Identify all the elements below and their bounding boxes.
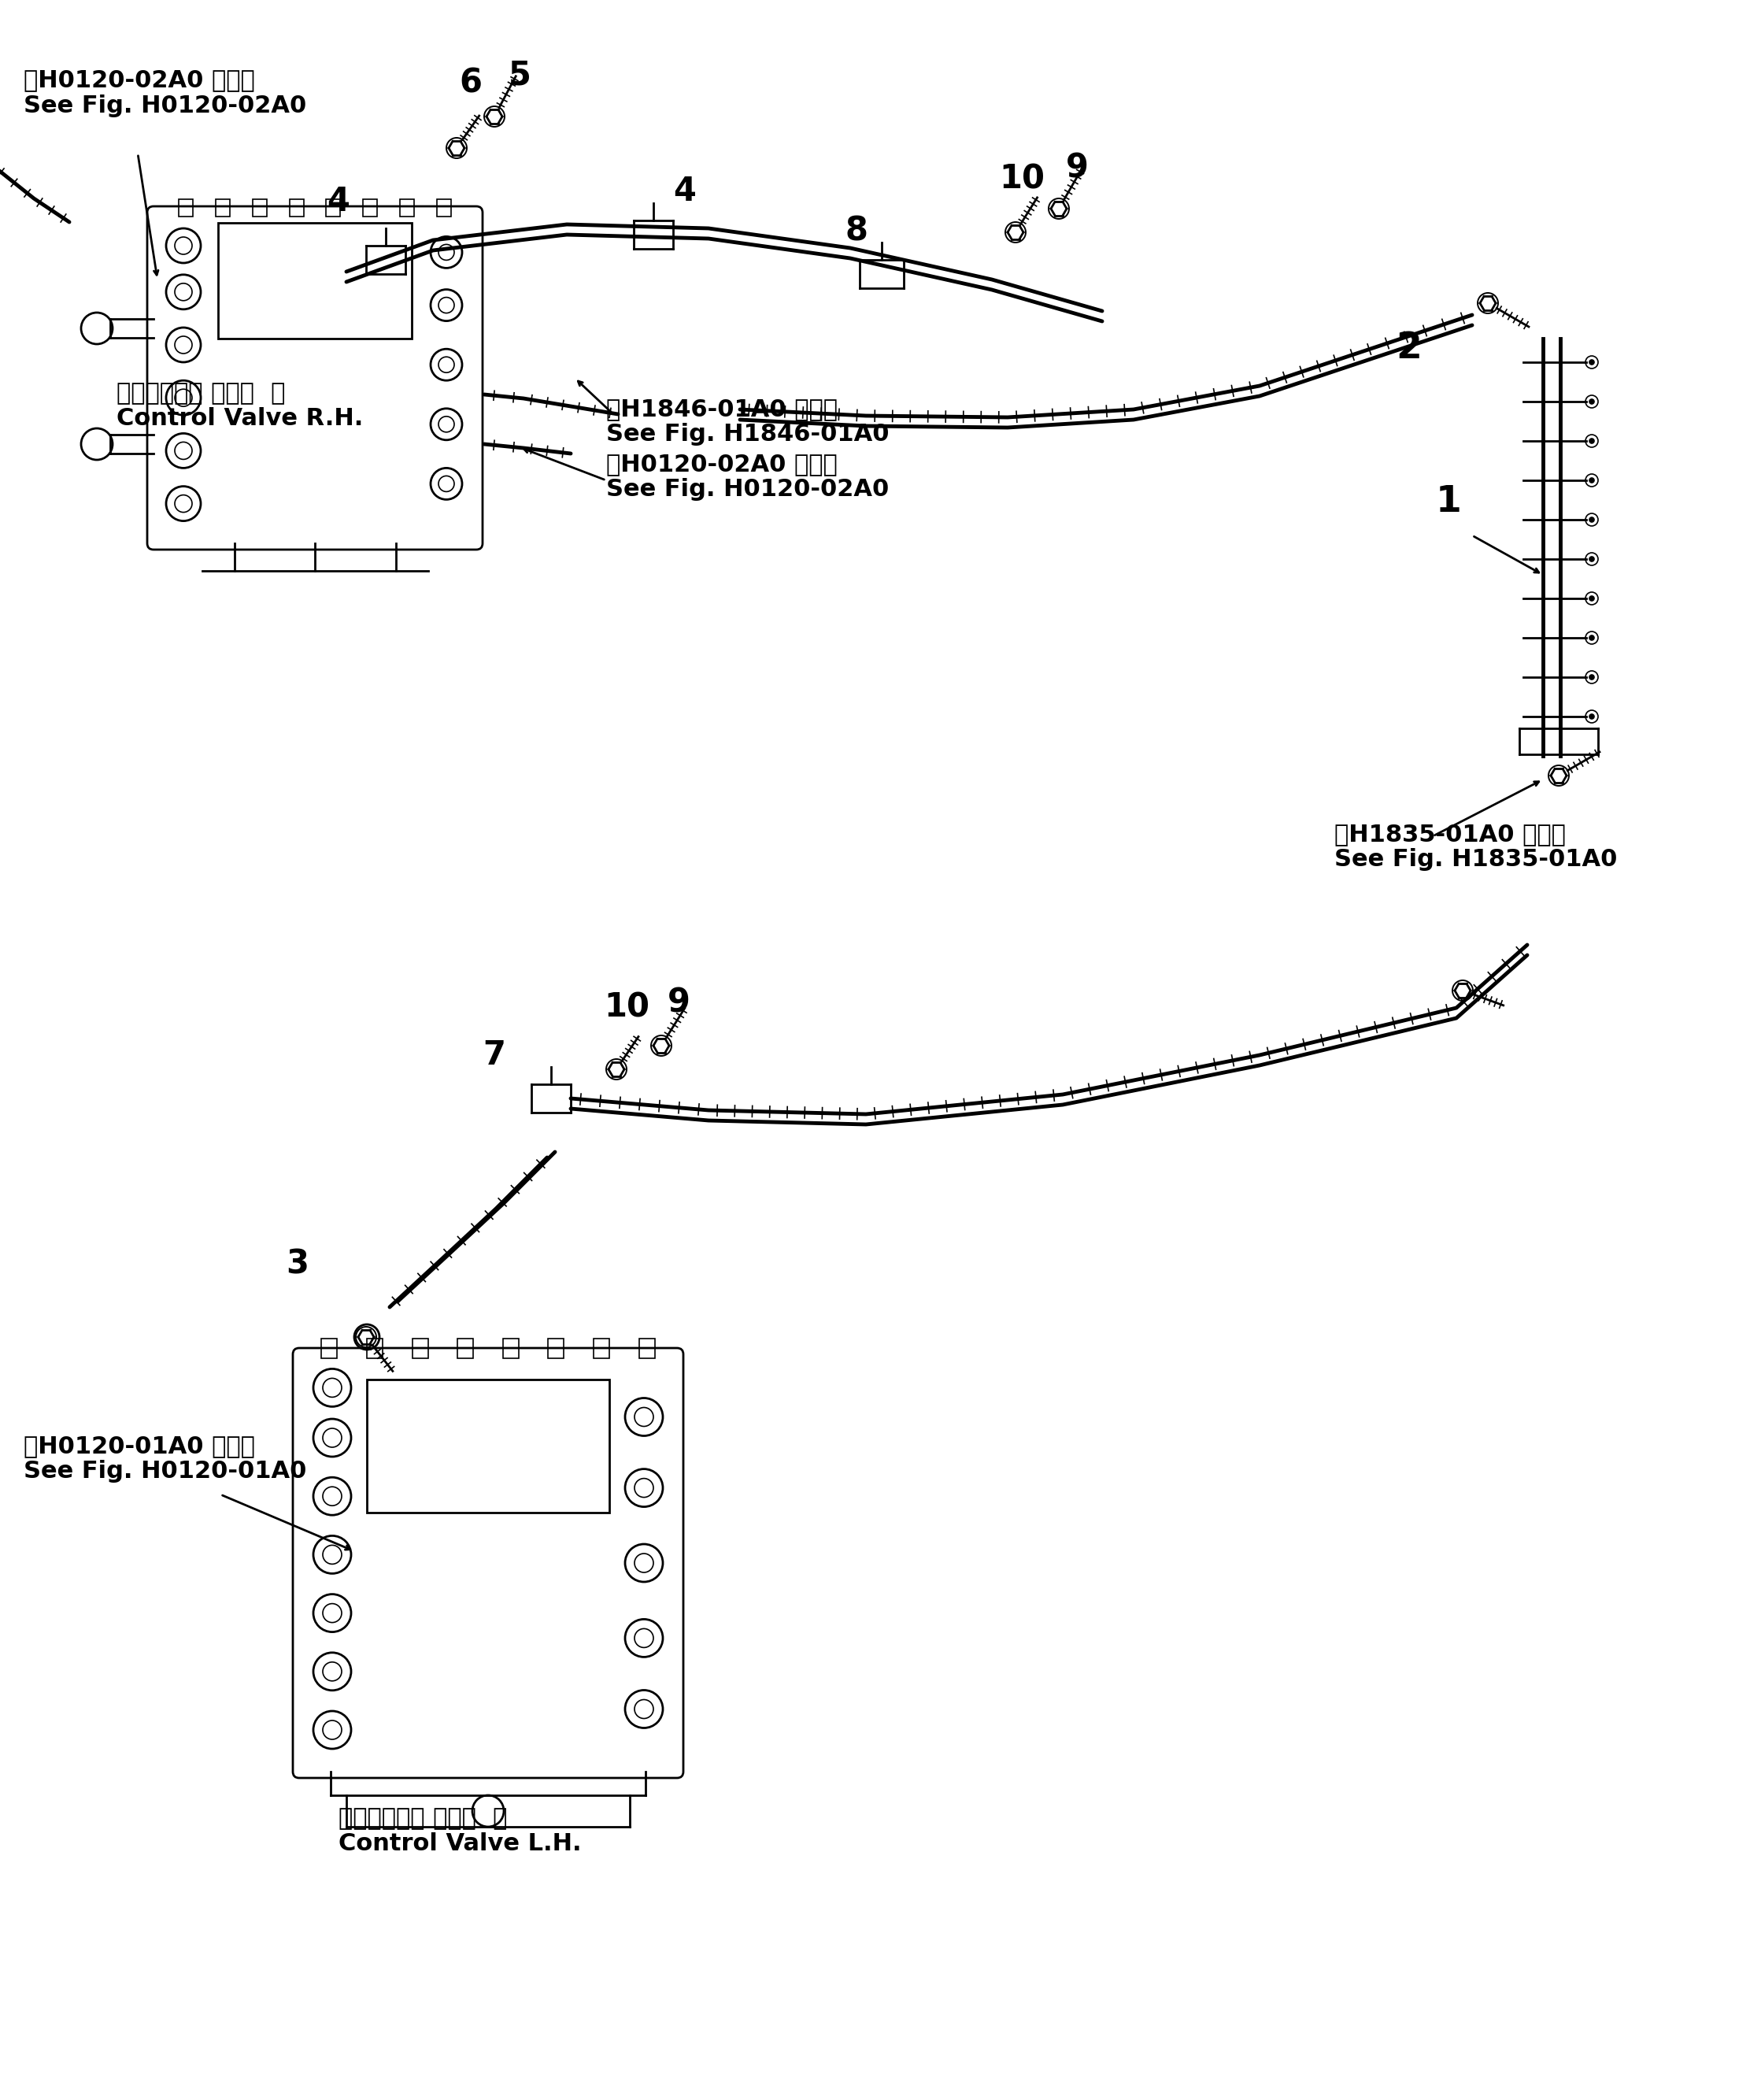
Text: See Fig. H1846-01A0: See Fig. H1846-01A0 [605,422,889,445]
Text: 9: 9 [667,985,690,1018]
Bar [219,223,411,338]
Circle shape [1589,636,1594,641]
Text: 3: 3 [287,1247,310,1281]
Circle shape [1589,596,1594,601]
Text: 10: 10 [999,164,1045,195]
Text: コントロール バルブ  左: コントロール バルブ 左 [338,1808,507,1829]
Text: 4: 4 [674,174,696,208]
Bar [322,1338,338,1359]
Bar [364,200,378,216]
Circle shape [1589,479,1594,483]
Circle shape [1589,439,1594,443]
Circle shape [1589,517,1594,523]
Text: 第H1835-01A0 図参照: 第H1835-01A0 図参照 [1334,823,1566,846]
Text: 2: 2 [1397,330,1423,365]
Text: コントロール バルブ  右: コントロール バルブ 右 [117,382,285,405]
Circle shape [1589,714,1594,718]
Text: Control Valve R.H.: Control Valve R.H. [117,407,364,431]
Bar [593,1338,609,1359]
Circle shape [1589,359,1594,365]
Bar [457,1338,472,1359]
Text: 第H0120-02A0 図参照: 第H0120-02A0 図参照 [23,69,255,90]
Bar [215,200,229,216]
Bar [326,200,341,216]
Bar [252,200,266,216]
Text: 第H0120-02A0 図参照: 第H0120-02A0 図参照 [605,454,838,475]
Text: 9: 9 [1066,151,1088,185]
Bar [438,200,452,216]
Bar [502,1338,518,1359]
Text: 1: 1 [1435,485,1461,519]
Text: 7: 7 [483,1040,506,1071]
Bar [178,200,192,216]
Bar [289,200,303,216]
Text: 5: 5 [507,59,530,92]
Text: 4: 4 [327,185,350,218]
Text: 第H0120-01A0 図参照: 第H0120-01A0 図参照 [23,1434,255,1457]
Text: 第H1846-01A0 図参照: 第H1846-01A0 図参照 [605,397,838,420]
Bar [413,1338,429,1359]
Bar [368,1338,383,1359]
Bar [368,1380,609,1512]
Text: See Fig. H1835-01A0: See Fig. H1835-01A0 [1334,848,1617,872]
Text: 8: 8 [845,214,868,248]
Circle shape [1589,556,1594,561]
Bar [639,1338,654,1359]
Circle shape [1589,399,1594,403]
Bar [548,1338,564,1359]
Text: Control Valve L.H.: Control Valve L.H. [338,1833,581,1854]
Text: See Fig. H0120-01A0: See Fig. H0120-01A0 [23,1460,306,1483]
Text: See Fig. H0120-02A0: See Fig. H0120-02A0 [605,479,889,500]
Text: See Fig. H0120-02A0: See Fig. H0120-02A0 [23,94,306,118]
Text: 10: 10 [604,991,649,1025]
Bar [401,200,415,216]
Text: 6: 6 [459,67,483,101]
Circle shape [1589,674,1594,680]
